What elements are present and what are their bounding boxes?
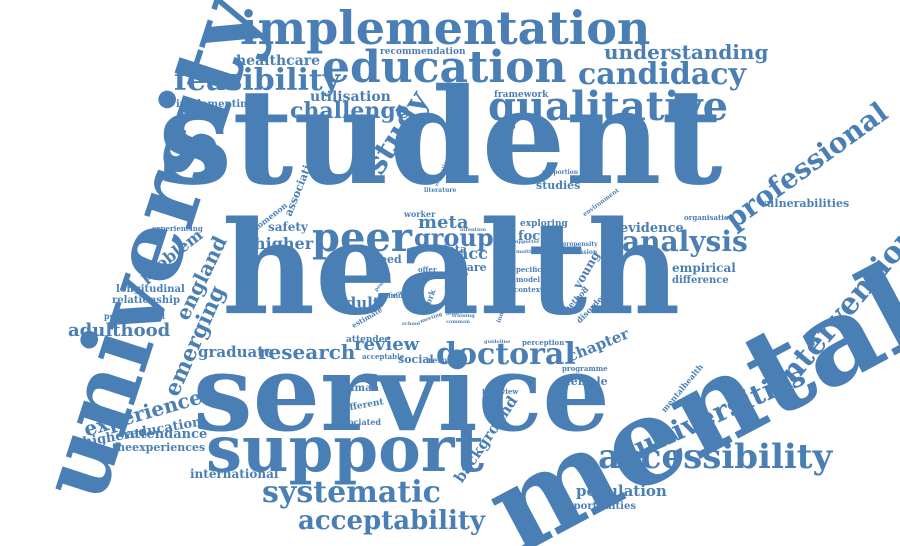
word: human	[340, 383, 379, 394]
word: vulnerabilities	[760, 197, 850, 210]
word: school	[402, 321, 421, 327]
word: focus	[518, 229, 557, 244]
word: organisation	[684, 213, 734, 222]
word: context	[514, 285, 544, 294]
word: resource	[428, 355, 468, 365]
word: review	[354, 334, 420, 355]
word: programme	[562, 364, 608, 373]
word: analysis	[622, 225, 748, 258]
word: wider	[412, 277, 428, 283]
word: support	[206, 412, 485, 487]
word: studies	[536, 179, 581, 192]
word: international	[190, 467, 279, 481]
word: psychological	[104, 311, 165, 321]
word: qualitative	[488, 83, 729, 130]
word: multiple	[516, 249, 540, 255]
word: female	[566, 375, 608, 388]
word: theexperiences	[112, 441, 206, 454]
word: level	[446, 311, 460, 317]
word: perception	[522, 338, 565, 347]
word: professional	[718, 95, 894, 236]
word: care	[460, 261, 487, 274]
word: framework	[494, 90, 549, 100]
word: candidacy	[578, 57, 747, 92]
word: systematic	[262, 475, 441, 510]
word: implementation	[240, 1, 651, 55]
word: specific	[512, 265, 542, 274]
word: doctoral	[436, 337, 576, 372]
word: graduate	[198, 343, 274, 361]
word: acc	[458, 244, 488, 263]
word: recommendation	[380, 47, 466, 57]
word: setting	[446, 303, 466, 309]
word: meta	[418, 212, 469, 233]
word: attendance	[126, 427, 208, 442]
word: acceptability	[298, 506, 486, 536]
word: associated	[334, 417, 381, 427]
word: education	[322, 42, 567, 93]
word: interview	[482, 387, 519, 396]
word: discussion	[562, 249, 598, 256]
word: exploring	[520, 219, 568, 229]
word: service	[193, 330, 610, 455]
word: peer	[312, 214, 412, 261]
word: need	[372, 253, 402, 266]
word: acceptable	[362, 352, 405, 361]
word: common	[446, 319, 470, 325]
word: group	[414, 223, 494, 252]
word: relationship	[112, 295, 180, 306]
word: accessibility	[598, 437, 833, 477]
word: understanding	[604, 40, 769, 64]
word: guideline	[484, 339, 511, 345]
word: difference	[672, 275, 729, 286]
word: experiencing	[152, 224, 203, 233]
word: adulthood	[68, 320, 171, 341]
word: health	[222, 194, 681, 344]
word: higher	[254, 234, 314, 253]
word: implementing	[176, 99, 255, 110]
word: longitudinal	[116, 284, 185, 295]
word: model	[516, 275, 541, 284]
word: literature	[424, 187, 457, 194]
word: adult	[336, 294, 380, 312]
word: population	[576, 482, 667, 500]
word: attendee	[346, 335, 391, 345]
word: worker	[404, 209, 436, 219]
word: supporter	[512, 239, 540, 245]
word: male	[452, 271, 469, 278]
word: attention	[460, 227, 486, 233]
word: challenge	[290, 98, 410, 124]
word: finding	[388, 291, 416, 300]
word: empirical	[672, 261, 736, 275]
word: student	[158, 60, 723, 215]
word: training	[452, 313, 475, 319]
word: utilisation	[310, 89, 391, 105]
word: healthcare	[236, 53, 320, 69]
word: opportunities	[560, 501, 636, 512]
word: feasibility	[174, 63, 341, 98]
word: data	[440, 243, 468, 256]
word: safety	[268, 220, 308, 234]
word: research	[258, 340, 356, 364]
word: propensity	[562, 241, 598, 248]
word: evidence	[620, 221, 684, 236]
word: offer	[418, 265, 437, 274]
word: proportion	[542, 169, 579, 176]
word: social	[398, 353, 434, 366]
